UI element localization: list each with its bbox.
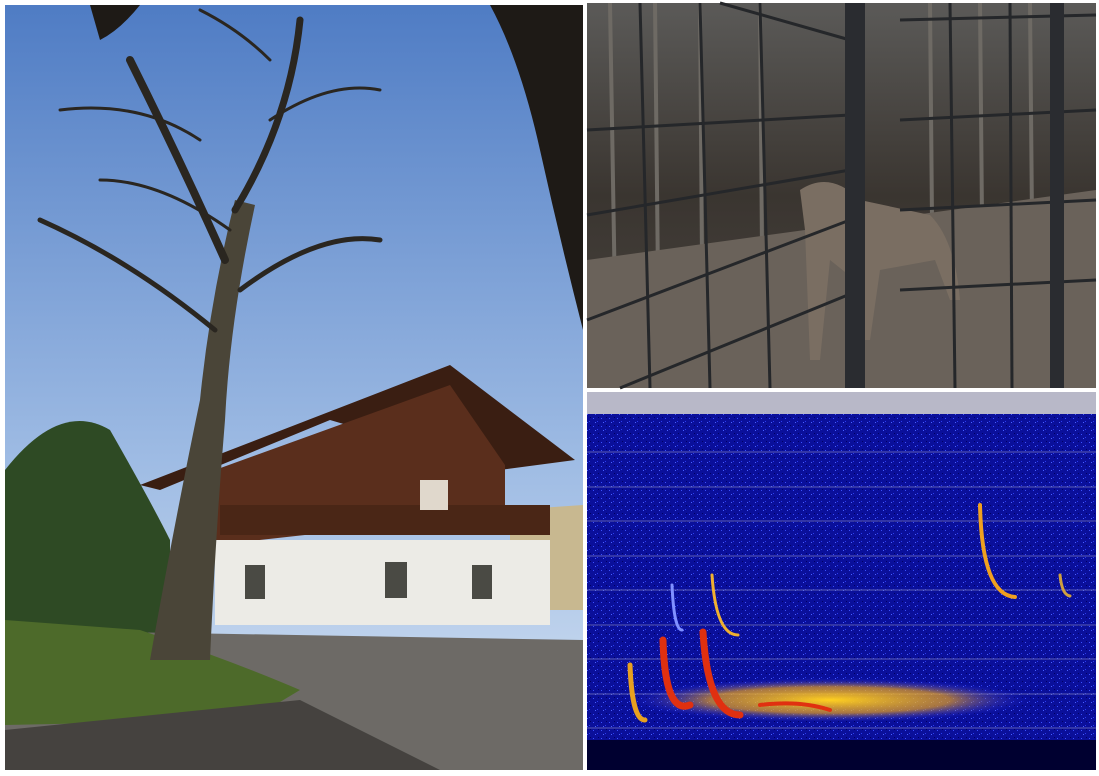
deer (800, 182, 960, 360)
tree-trunk (150, 200, 255, 660)
shadow (5, 700, 440, 770)
spectrogram (587, 392, 1096, 770)
lawn (5, 620, 300, 725)
calls (627, 503, 1072, 723)
tree-trunks (608, 2, 1034, 301)
noise-band (630, 678, 1030, 722)
window (245, 565, 265, 599)
fence (586, 1, 1097, 390)
tree-top (90, 5, 140, 40)
balcony (220, 505, 550, 535)
tree-right (490, 5, 583, 330)
low-band (587, 740, 1096, 770)
deer-photo (586, 1, 1097, 390)
house-lower (215, 540, 550, 625)
trees-left (5, 421, 170, 660)
window (420, 480, 448, 510)
house-photo (5, 5, 583, 770)
window (385, 562, 407, 598)
branches (37, 8, 383, 333)
fence-post (1050, 3, 1064, 388)
fence-post (845, 3, 865, 388)
ground (587, 190, 1096, 388)
window (472, 565, 492, 599)
timeline-bar (587, 392, 1096, 414)
